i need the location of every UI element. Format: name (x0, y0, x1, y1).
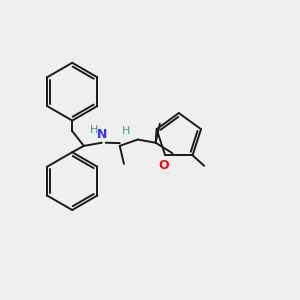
Text: H: H (122, 126, 130, 136)
Text: O: O (159, 159, 169, 172)
Text: N: N (97, 128, 107, 140)
Text: H: H (90, 125, 99, 135)
